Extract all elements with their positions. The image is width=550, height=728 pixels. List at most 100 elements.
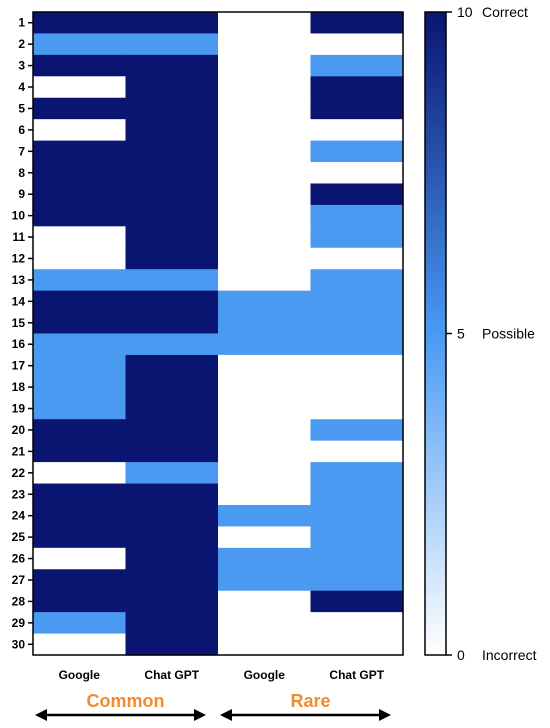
row-label: 27 [12, 573, 26, 587]
heatmap-cell [310, 140, 404, 163]
heatmap-cell [125, 183, 219, 206]
heatmap-cell [33, 590, 127, 613]
heatmap-cell [218, 226, 312, 249]
heatmap-cell [310, 269, 404, 292]
heatmap-cell [218, 76, 312, 99]
heatmap-cell [310, 569, 404, 592]
heatmap-cell [218, 354, 312, 377]
heatmap-cell [33, 290, 127, 313]
heatmap-cell [125, 333, 219, 356]
heatmap-cell [310, 76, 404, 99]
heatmap-cell [125, 462, 219, 485]
heatmap-cell [310, 333, 404, 356]
heatmap-cell [310, 419, 404, 442]
heatmap-cell [33, 183, 127, 206]
heatmap-cell [125, 504, 219, 527]
heatmap-cell [218, 247, 312, 270]
heatmap-cell [125, 33, 219, 56]
row-label: 4 [18, 80, 25, 94]
heatmap-cell [218, 312, 312, 335]
heatmap-cell [125, 569, 219, 592]
heatmap-cell [33, 612, 127, 635]
heatmap-cell [125, 633, 219, 656]
heatmap-cell [218, 269, 312, 292]
heatmap-cell [218, 333, 312, 356]
row-label: 16 [12, 337, 26, 351]
heatmap-cell [310, 440, 404, 463]
scale-tick-label: 0 [457, 647, 465, 663]
group-label: Rare [290, 691, 330, 711]
row-label: 13 [12, 273, 26, 287]
row-label: 17 [12, 359, 26, 373]
heatmap-cell [310, 12, 404, 35]
heatmap-cell [125, 54, 219, 77]
heatmap-cell [218, 440, 312, 463]
heatmap-cell [218, 97, 312, 120]
row-label: 7 [18, 144, 25, 158]
heatmap-cell [125, 376, 219, 399]
heatmap-cell [125, 119, 219, 142]
row-label: 30 [12, 637, 26, 651]
heatmap-cell [310, 547, 404, 570]
heatmap-cell [33, 226, 127, 249]
heatmap-cell [33, 269, 127, 292]
group-arrow-head-right [379, 709, 391, 721]
heatmap-cell [218, 204, 312, 227]
heatmap-cell [33, 354, 127, 377]
heatmap-cell [125, 226, 219, 249]
heatmap-cell [310, 162, 404, 185]
heatmap-cell [218, 612, 312, 635]
heatmap-cell [310, 397, 404, 420]
row-label: 20 [12, 423, 26, 437]
heatmap-cell [310, 354, 404, 377]
row-label: 6 [18, 123, 25, 137]
scale-tick-label: 10 [457, 4, 473, 20]
heatmap-cell [310, 376, 404, 399]
heatmap-cell [218, 526, 312, 549]
row-label: 9 [18, 187, 25, 201]
row-label: 11 [12, 230, 25, 244]
row-label: 29 [12, 616, 26, 630]
heatmap-cell [310, 590, 404, 613]
heatmap-cell [310, 504, 404, 527]
row-label: 19 [12, 402, 26, 416]
heatmap-cell [218, 162, 312, 185]
heatmap-cell [33, 462, 127, 485]
heatmap-cell [310, 462, 404, 485]
color-scale-bar [424, 11, 447, 656]
heatmap-cell [125, 590, 219, 613]
heatmap-cell [218, 483, 312, 506]
heatmap-cell [125, 354, 219, 377]
heatmap-cell [218, 569, 312, 592]
heatmap-cell [125, 483, 219, 506]
group-arrow-head-left [35, 709, 47, 721]
heatmap-cell [310, 312, 404, 335]
row-label: 2 [18, 37, 25, 51]
row-label: 23 [12, 487, 26, 501]
heatmap-cell [33, 440, 127, 463]
row-label: 10 [12, 209, 26, 223]
heatmap-cell [33, 483, 127, 506]
heatmap-cell [33, 312, 127, 335]
heatmap-cell [125, 419, 219, 442]
row-label: 12 [12, 251, 26, 265]
heatmap-cell [310, 290, 404, 313]
row-label: 8 [18, 166, 25, 180]
scale-tick-label: 5 [457, 326, 465, 342]
plot-frame [32, 11, 404, 656]
heatmap-cell [218, 140, 312, 163]
heatmap-cell [125, 547, 219, 570]
heatmap-cell [33, 504, 127, 527]
row-label: 18 [12, 380, 26, 394]
heatmap-cell [125, 247, 219, 270]
heatmap-cell [125, 290, 219, 313]
heatmap-cell [125, 97, 219, 120]
row-label: 15 [12, 316, 26, 330]
column-label: Chat GPT [144, 668, 199, 682]
heatmap-cell [125, 12, 219, 35]
heatmap-cell [33, 247, 127, 270]
heatmap-cell [310, 612, 404, 635]
row-label: 24 [12, 509, 26, 523]
heatmap-cell [310, 33, 404, 56]
heatmap-cell [218, 183, 312, 206]
